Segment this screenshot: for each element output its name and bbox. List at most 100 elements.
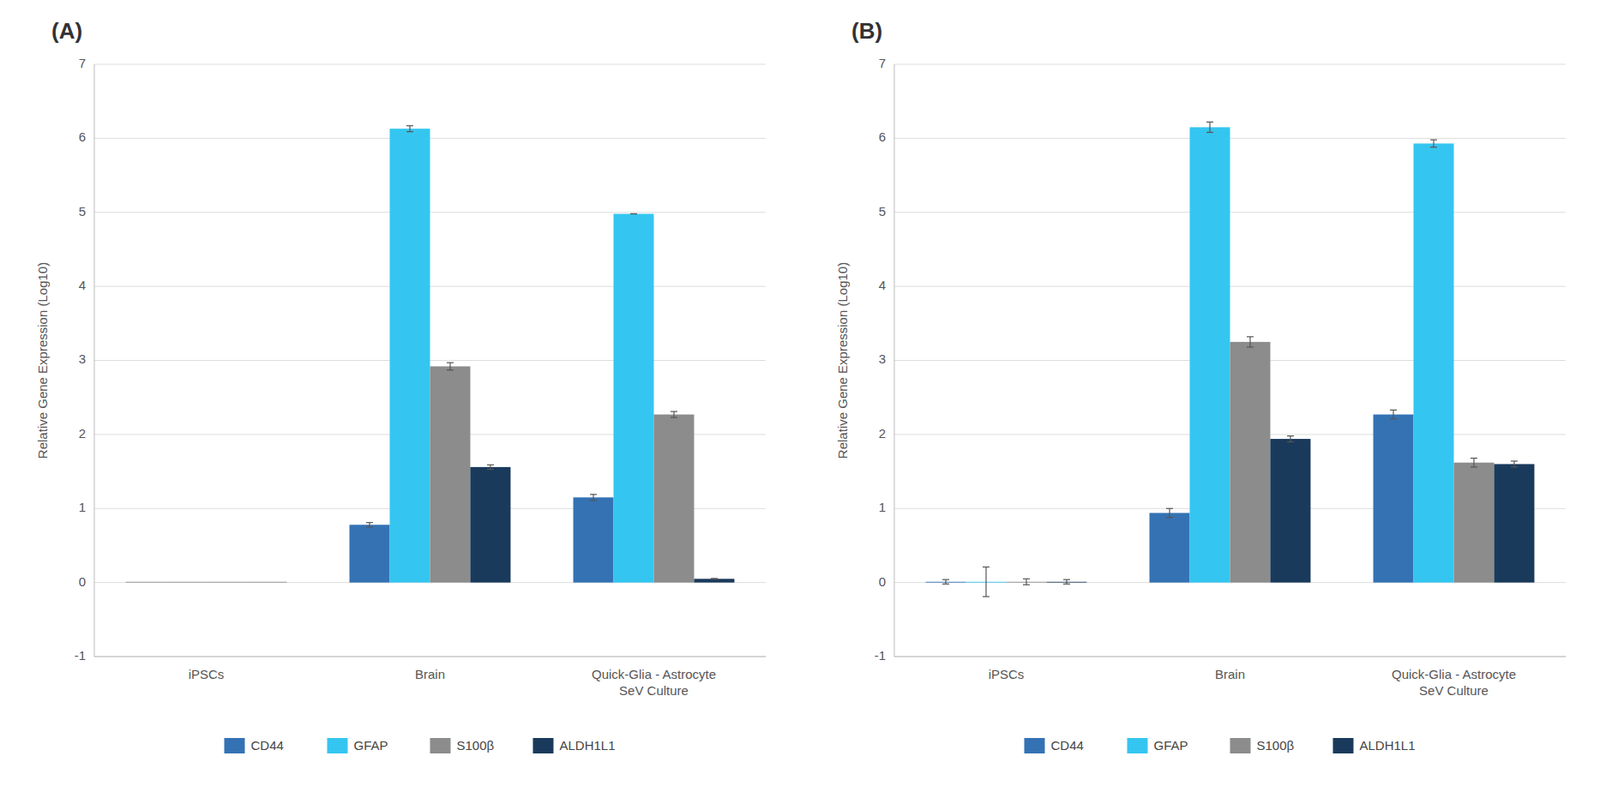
y-axis-label: Relative Gene Expression (Log10) [835,262,850,459]
error-bar-cap [1063,579,1071,581]
x-tick-label: Quick-Glia - AstrocyteSeV Culture [591,667,716,698]
y-tick-label: 3 [878,351,886,367]
y-tick-label: 4 [78,277,86,293]
error-bar [1470,458,1478,468]
x-tick-label: Quick-Glia - AstrocyteSeV Culture [1391,667,1516,698]
error-bar-cap [487,464,494,466]
x-tick-label-line: SeV Culture [619,683,689,698]
error-bar-cap [1166,508,1173,510]
bar [166,581,207,584]
legend-label: S100β [457,738,495,753]
error-bar-stem [489,464,491,470]
error-bar [1389,409,1397,419]
error-bar-stem [1209,121,1210,133]
error-bar-cap [630,213,638,215]
bar [654,415,695,584]
error-bar [942,579,950,584]
error-bar [406,126,414,133]
legend-swatch [1230,738,1252,754]
x-axis-line [94,656,766,658]
x-tick-label: iPSCs [988,667,1025,682]
x-tick-label-line: Quick-Glia - Astrocyte [1391,667,1516,682]
error-bar-cap [982,595,990,597]
error-bar-stem [449,362,451,371]
error-bar-cap [406,131,414,133]
legend-label: CD44 [251,738,284,753]
x-tick-label-line: SeV Culture [1419,683,1489,698]
x-tick-label: Brain [1215,667,1246,682]
error-bar-cap [446,361,454,363]
error-bar [1206,121,1214,133]
y-tick-label: 2 [78,426,86,441]
bar [1269,439,1311,584]
error-bar-stem [1432,139,1434,148]
y-tick-label: -1 [74,648,86,663]
legend-label: ALDH1L1 [559,738,616,753]
bar [1149,512,1191,583]
error-bar-stem [409,126,410,133]
bar [573,497,614,583]
bar [390,128,431,583]
legend-swatch [1127,738,1149,754]
y-tick-label: 1 [878,499,886,515]
bar [693,578,734,583]
error-bar [982,566,990,597]
error-bar [446,362,454,371]
error-bar-stem [1289,436,1291,443]
error-bar [1166,508,1173,518]
y-tick-label: 7 [78,55,86,71]
error-bar-stem [1065,579,1067,584]
error-bar-cap [406,125,414,127]
y-tick-label: 6 [78,129,86,145]
error-bar-cap [1510,466,1518,468]
error-bar-cap [446,369,454,371]
y-tick-label: 0 [78,574,86,590]
bar [430,366,471,583]
x-tick-label-line: iPSCs [188,667,225,682]
error-bar-stem [1473,458,1474,468]
error-bar-cap [589,499,597,501]
legend-swatch [1333,738,1354,754]
error-bar [1287,436,1294,443]
error-bar-cap [1063,583,1071,585]
error-bar-cap [670,416,678,418]
page: {"chart_data": [ {"type": "bar", "title"… [0,0,1600,798]
y-axis-label: Relative Gene Expression (Log10) [35,262,50,459]
bar [206,581,247,584]
error-bar-stem [368,523,370,528]
error-bar-cap [670,410,678,412]
x-tick-label-line: Quick-Glia - Astrocyte [591,667,716,682]
error-bar [710,577,718,580]
bar [126,581,167,584]
error-bar-cap [982,566,990,568]
error-bar-cap [1287,441,1294,443]
y-axis-line [894,64,896,657]
y-tick-label: 2 [878,426,886,441]
bar [1373,415,1414,584]
y-tick-label: 7 [878,55,886,71]
error-bar-cap [942,579,950,581]
legend-label: GFAP [354,738,389,753]
y-tick-label: -1 [874,648,886,663]
error-bar-stem [1513,461,1515,468]
plot-area [926,121,1535,597]
legend-swatch [1024,738,1046,754]
error-bar [670,411,678,418]
legend-swatch [430,738,452,754]
error-bar-stem [1025,578,1027,585]
grid-line [894,656,1566,658]
error-bar-cap [487,469,494,470]
error-bar-stem [985,566,987,597]
legend-label: GFAP [1154,738,1189,753]
grid-line [94,656,766,658]
error-bar-cap [1206,121,1214,123]
error-bar [1063,579,1071,584]
x-tick-label-line: Brain [415,667,446,682]
error-bar [589,494,597,501]
panel: (A)-101234567Relative Gene Expression (L… [35,18,766,754]
error-bar [1430,139,1438,148]
error-bar-cap [1430,139,1438,141]
chart-svg: (A)-101234567Relative Gene Expression (L… [0,0,1600,798]
x-tick-label: Brain [415,667,446,682]
error-bar [1510,461,1518,468]
